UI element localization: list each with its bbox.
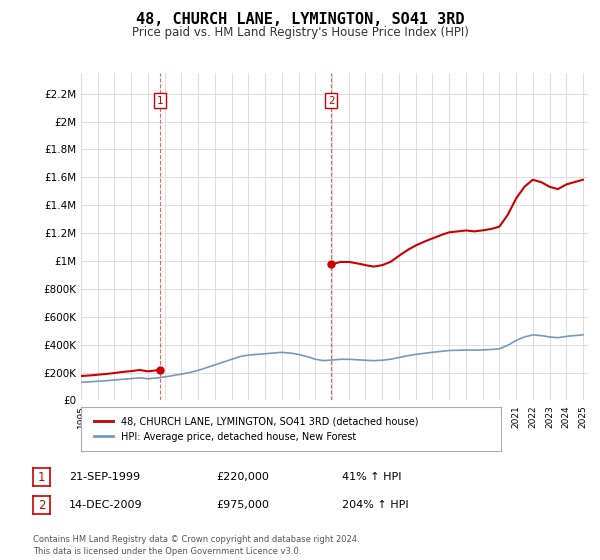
Text: 1: 1: [157, 96, 163, 106]
Text: 21-SEP-1999: 21-SEP-1999: [69, 472, 140, 482]
Text: £220,000: £220,000: [216, 472, 269, 482]
Text: 14-DEC-2009: 14-DEC-2009: [69, 500, 143, 510]
Text: 2: 2: [38, 498, 45, 512]
Text: 204% ↑ HPI: 204% ↑ HPI: [342, 500, 409, 510]
Text: 48, CHURCH LANE, LYMINGTON, SO41 3RD: 48, CHURCH LANE, LYMINGTON, SO41 3RD: [136, 12, 464, 27]
Text: Price paid vs. HM Land Registry's House Price Index (HPI): Price paid vs. HM Land Registry's House …: [131, 26, 469, 39]
Text: £975,000: £975,000: [216, 500, 269, 510]
Text: Contains HM Land Registry data © Crown copyright and database right 2024.
This d: Contains HM Land Registry data © Crown c…: [33, 535, 359, 556]
Text: 2: 2: [328, 96, 334, 106]
Legend: 48, CHURCH LANE, LYMINGTON, SO41 3RD (detached house), HPI: Average price, detac: 48, CHURCH LANE, LYMINGTON, SO41 3RD (de…: [90, 412, 422, 446]
Text: 1: 1: [38, 470, 45, 484]
Text: 41% ↑ HPI: 41% ↑ HPI: [342, 472, 401, 482]
